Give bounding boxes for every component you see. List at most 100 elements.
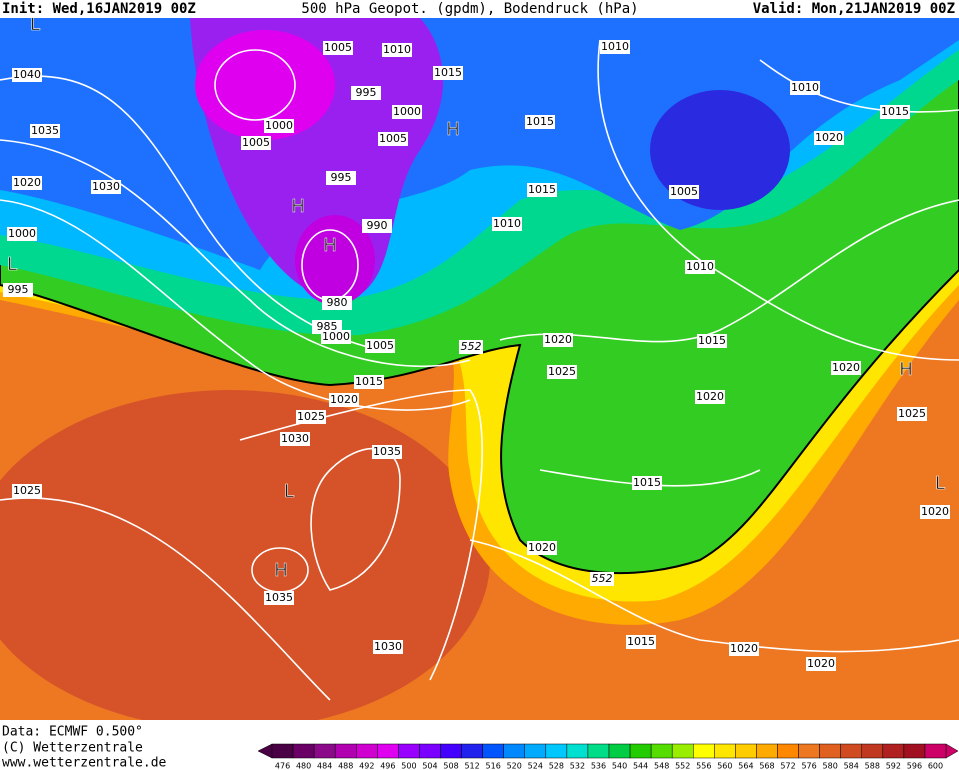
isobar: [214, 49, 296, 121]
pressure-center: H: [323, 235, 337, 256]
colorbar-label: 576: [801, 762, 816, 770]
isobar-label-bg: [329, 393, 359, 407]
isobar-label-bg: [527, 541, 557, 555]
colorbar-label: 496: [380, 762, 395, 770]
colorbar-label: 568: [759, 762, 774, 770]
colorbar-swatch: [334, 743, 357, 759]
colorbar-label: 520: [507, 762, 522, 770]
isobar-label-bg: [12, 484, 42, 498]
isobar-label-bg: [378, 132, 408, 146]
colorbar-label: 524: [528, 762, 543, 770]
isobar-label: 1000: [8, 227, 36, 240]
isobar-label: 1020: [730, 642, 758, 655]
colorbar-swatch: [461, 743, 483, 759]
colorbar: 476 480 484 488 492 496 500 504 508 512 516 520 524 5…: [257, 743, 959, 770]
isobar-label: 1005: [670, 185, 698, 198]
isobar-label: 990: [367, 219, 388, 232]
pressure-center: L: [935, 473, 945, 494]
colorbar-label: 580: [823, 762, 838, 770]
geopotential-label: 552: [461, 340, 482, 353]
colorbar-label: 572: [780, 762, 795, 770]
isobar-label: 1020: [13, 176, 41, 189]
isobar-label: 980: [327, 296, 348, 309]
isobar-label-bg: [354, 375, 384, 389]
isobar-label: 1035: [31, 124, 59, 137]
isobar-label: 1000: [393, 105, 421, 118]
colorbar-swatch: [419, 743, 441, 759]
colorbar-label: 488: [338, 762, 353, 770]
colorbar-label: 584: [844, 762, 859, 770]
pressure-center: L: [284, 481, 294, 502]
isobar-label-bg: [392, 105, 422, 119]
isobar-label: 1005: [379, 132, 407, 145]
colorbar-swatch: [440, 743, 462, 759]
isobar-label-bg: [543, 333, 573, 347]
blue-low: [650, 90, 790, 210]
isobar-label-bg: [814, 131, 844, 145]
map: 1005 1010 1010 1040 1015 995 1010 1000 1015 1035 1…: [0, 14, 959, 730]
colorbar-label: 560: [717, 762, 732, 770]
isobar-label-bg: [382, 43, 412, 57]
colorbar-label: 532: [570, 762, 585, 770]
colorbar-swatch: [650, 743, 673, 759]
isobar-label: 1030: [92, 180, 120, 193]
colorbar-swatch: [356, 743, 378, 759]
isobar-label: 1015: [355, 375, 383, 388]
isobar-label: 1020: [528, 541, 556, 554]
colorbar-label: 564: [738, 762, 753, 770]
isobar-label: 1010: [686, 260, 714, 273]
data-source: Data: ECMWF 0.500°: [2, 725, 143, 740]
isobar-label-bg: [626, 635, 656, 649]
isobar-label: 1015: [526, 115, 554, 128]
colorbar-label: 476: [275, 762, 290, 770]
isobar-label-bg: [372, 445, 402, 459]
isobar-label-bg: [323, 41, 353, 55]
isobar: [469, 539, 959, 653]
valid-time: Valid: Mon,21JAN2019 00Z: [753, 1, 955, 17]
colorbar-swatch: [756, 743, 778, 759]
isobar-label-bg: [264, 119, 294, 133]
isobar-label-bg: [373, 640, 403, 654]
isobar-label: 1020: [832, 361, 860, 374]
isobar-label-bg: [322, 296, 352, 310]
geopotential-label: 552: [592, 572, 613, 585]
colorbar-swatch: [819, 743, 841, 759]
isobar-label: 1020: [815, 131, 843, 144]
isobar-label-bg: [433, 66, 463, 80]
isobar-label-bg: [920, 505, 950, 519]
colorbar-swatch: [798, 743, 820, 759]
isobar: [759, 59, 959, 113]
colorbar-label: 500: [401, 762, 416, 770]
isobar-label-bg: [280, 432, 310, 446]
pressure-center: H: [446, 119, 460, 140]
isobar-label-bg: [3, 283, 33, 297]
isobar-label: 1025: [13, 484, 41, 497]
colorbar-label: 544: [633, 762, 648, 770]
isobar-label-bg: [12, 176, 42, 190]
isobar-label: 1040: [13, 68, 41, 81]
isobar-label: 1000: [265, 119, 293, 132]
isobar-label-bg: [362, 219, 392, 233]
colorbar-label: 552: [675, 762, 690, 770]
isobar-label-bg: [806, 657, 836, 671]
isobar-label-bg: [547, 365, 577, 379]
isobar: [0, 139, 471, 367]
colorbar-label: 556: [696, 762, 711, 770]
geopotential-label-bg: [590, 572, 614, 586]
colorbar-swatch: [629, 743, 652, 759]
header-bar: [0, 0, 959, 18]
isobar-label-bg: [30, 124, 60, 138]
isobar: [499, 199, 959, 343]
isobar-label: 1005: [242, 136, 270, 149]
colorbar-swatch: [608, 743, 631, 759]
pressure-center: H: [899, 359, 913, 380]
isobar-label: 1030: [374, 640, 402, 653]
isobar-label: 1020: [921, 505, 949, 518]
colorbar-swatch: [714, 743, 736, 759]
isobar-label: 1010: [601, 40, 629, 53]
isobar-label: 1015: [434, 66, 462, 79]
pressure-center: L: [7, 254, 17, 275]
colorbar-swatch: [924, 743, 947, 759]
colorbar-swatch: [292, 743, 315, 759]
